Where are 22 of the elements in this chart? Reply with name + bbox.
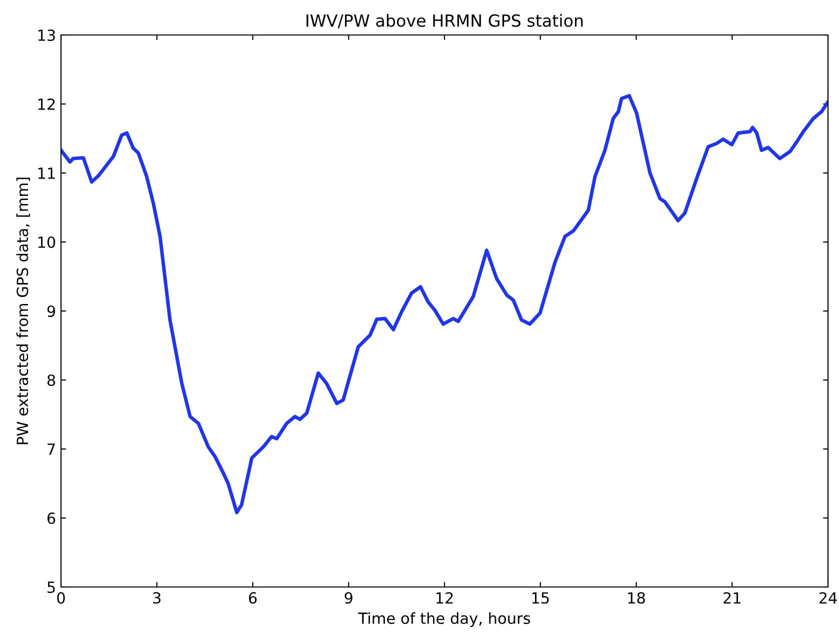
chart-title: IWV/PW above HRMN GPS station [306,14,583,28]
y-tick-label: 7 [48,444,55,455]
y-tick-label: 11 [38,168,55,179]
y-tick-label: 9 [47,305,56,318]
line-series [61,94,828,514]
x-tick-label: 18 [628,592,645,604]
x-tick-label: 12 [436,592,453,604]
x-tick-label: 0 [57,592,65,604]
x-tick-label: 21 [724,592,740,604]
y-tick-label: 8 [47,374,56,386]
y-tick-label: 5 [48,582,55,594]
y-tick-label: 13 [38,29,55,42]
x-tick-label: 15 [532,592,549,604]
x-tick-label: 6 [248,592,257,604]
y-axis-title: PW extracted from GPS data, [mm] [16,178,30,444]
y-tick-label: 6 [47,512,56,524]
x-axis-title: Time of the day, hours [358,612,530,627]
y-tick-label: 12 [38,98,55,110]
y-tick-label: 10 [38,236,56,248]
x-tick-label: 3 [153,592,161,604]
x-tick-label: 24 [819,592,837,604]
x-tick-label: 9 [344,592,352,604]
